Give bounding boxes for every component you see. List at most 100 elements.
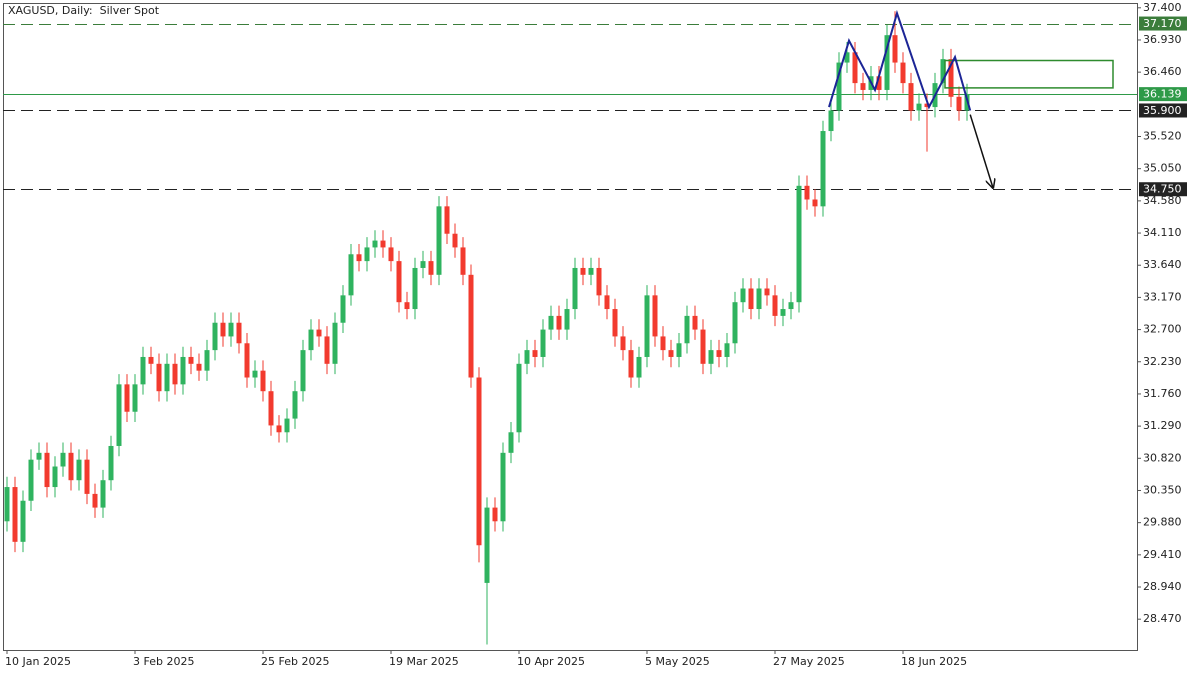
- y-tick-label: 37.400: [1143, 1, 1182, 14]
- candle-body: [20, 500, 26, 542]
- y-tick-label: 36.460: [1143, 65, 1182, 78]
- x-tick-label: 10 Jan 2025: [5, 655, 71, 668]
- candle-body: [444, 206, 450, 234]
- candle-body: [556, 315, 562, 330]
- candle-body: [12, 487, 18, 542]
- candle-body: [164, 363, 170, 392]
- candle-body: [836, 62, 842, 111]
- candle-body: [372, 240, 378, 248]
- candle-body: [652, 295, 658, 337]
- candle-body: [156, 363, 162, 392]
- chart-title: XAGUSD, Daily: Silver Spot: [8, 4, 160, 17]
- arrow: [969, 114, 993, 188]
- candle-body: [460, 247, 466, 275]
- y-tick-label: 28.940: [1143, 580, 1182, 593]
- candle-body: [796, 185, 802, 303]
- y-tick-label: 30.820: [1143, 451, 1182, 464]
- candle-body: [548, 315, 554, 330]
- x-tick-label: 18 Jun 2025: [901, 655, 967, 668]
- candle-body: [668, 350, 674, 357]
- candle-body: [276, 425, 282, 433]
- x-tick-label: 19 Mar 2025: [389, 655, 459, 668]
- y-tick-label: 36.930: [1143, 33, 1182, 46]
- y-tick-label: 35.050: [1143, 162, 1182, 175]
- level-price-label: 37.170: [1143, 17, 1182, 30]
- candle-body: [68, 452, 74, 481]
- candle-body: [684, 315, 690, 344]
- candle-body: [628, 350, 634, 378]
- candle-body: [692, 315, 698, 330]
- candle-body: [108, 445, 114, 481]
- candle-body: [956, 96, 962, 111]
- candle-body: [268, 391, 274, 426]
- candle-body: [884, 35, 890, 90]
- y-tick-label: 28.470: [1143, 612, 1182, 625]
- candle-body: [292, 391, 298, 419]
- x-tick-label: 5 May 2025: [645, 655, 710, 668]
- candle-body: [76, 459, 82, 481]
- candle-body: [228, 322, 234, 337]
- candle-body: [132, 384, 138, 412]
- candle-body: [300, 350, 306, 392]
- candle-body: [396, 261, 402, 303]
- candle-body: [244, 343, 250, 378]
- level-price-label: 35.900: [1143, 104, 1182, 117]
- candle-body: [700, 329, 706, 364]
- candle-body: [748, 288, 754, 310]
- candle-body: [580, 267, 586, 275]
- candle-body: [420, 261, 426, 268]
- level-price-label: 36.139: [1143, 88, 1182, 101]
- level-price-box: [1139, 16, 1187, 31]
- candle-body: [36, 452, 42, 460]
- candle-body: [908, 83, 914, 111]
- candle-body: [676, 343, 682, 357]
- candle-body: [660, 336, 666, 351]
- candle-body: [732, 302, 738, 344]
- x-tick-label: 10 Apr 2025: [517, 655, 585, 668]
- candle-body: [620, 336, 626, 351]
- level-price-box: [1139, 87, 1187, 102]
- candle-body: [284, 418, 290, 433]
- y-tick-label: 29.410: [1143, 548, 1182, 561]
- y-tick-label: 32.700: [1143, 323, 1182, 336]
- y-tick-label: 34.110: [1143, 226, 1182, 239]
- candle-body: [564, 309, 570, 330]
- candle-body: [52, 466, 58, 488]
- candle-body: [708, 350, 714, 364]
- candle-body: [780, 309, 786, 316]
- candle-body: [724, 343, 730, 357]
- candle-body: [804, 185, 810, 200]
- y-tick-label: 31.290: [1143, 419, 1182, 432]
- candle-body: [500, 452, 506, 522]
- candle-body: [260, 370, 266, 392]
- candle-body: [204, 350, 210, 371]
- candle-body: [916, 103, 922, 111]
- candle-body: [116, 384, 122, 446]
- candle-body: [476, 377, 482, 546]
- y-tick-label: 30.350: [1143, 483, 1182, 496]
- candle-body: [524, 350, 530, 364]
- candle-body: [812, 199, 818, 207]
- y-tick-label: 29.880: [1143, 516, 1182, 529]
- candle-body: [924, 103, 930, 108]
- candle-body: [236, 322, 242, 344]
- candle-body: [532, 350, 538, 357]
- candle-body: [764, 288, 770, 296]
- candle-body: [740, 288, 746, 303]
- candle-body: [892, 35, 898, 63]
- candle-body: [516, 363, 522, 433]
- candle-body: [212, 322, 218, 351]
- candle-body: [316, 329, 322, 337]
- candle-body: [468, 274, 474, 378]
- candle-body: [172, 363, 178, 385]
- candle-body: [508, 432, 514, 453]
- level-price-label: 34.750: [1143, 183, 1182, 196]
- candle-body: [332, 322, 338, 364]
- candle-body: [148, 356, 154, 364]
- plot-frame: [3, 3, 1138, 651]
- candle-body: [644, 295, 650, 357]
- candle-body: [876, 76, 882, 90]
- x-tick-label: 25 Feb 2025: [261, 655, 329, 668]
